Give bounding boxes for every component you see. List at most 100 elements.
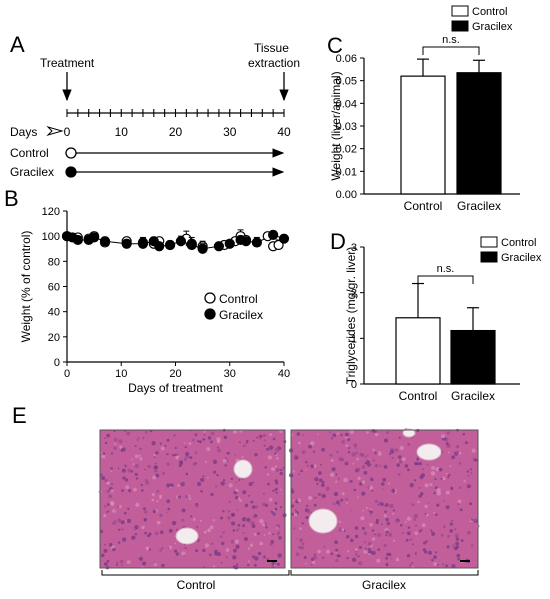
histology-control-cell [263,439,266,442]
histology-control-cell [165,453,168,456]
histology-gracilex-cell [401,531,405,535]
histology-gracilex-cell [361,465,366,469]
histology-control-cell [257,532,260,535]
histology-gracilex-cell [385,556,388,560]
histology-control-cell [120,564,124,567]
histology-gracilex-cell [308,495,313,500]
histology-gracilex-cell [447,534,450,538]
gracilex-point [175,236,187,247]
histology-gracilex-cell [356,467,361,472]
histology-control-cell [274,487,278,491]
histology-control-cell [275,447,280,452]
histology-control-cell [207,436,212,440]
histology-gracilex-cell [335,500,340,505]
histology-control-cell [274,452,277,455]
gracilex-point [278,233,290,244]
histology-gracilex-cell [458,451,462,455]
histology-control-cell [202,548,206,553]
days-pointer-icon [46,125,64,137]
histology-gracilex-frame [290,429,479,569]
x-axis-title: Days of treatment [128,381,223,395]
legend-label-control: Control [501,237,536,249]
histology-control-cell [230,512,236,517]
histology-gracilex-cell [440,477,443,480]
histology-control-cell [271,467,275,471]
histology-gracilex-cell [321,483,325,488]
histology-gracilex-cell [433,511,436,514]
histology-gracilex-cell [314,477,319,482]
histology-gracilex-cell [334,540,338,545]
histology-gracilex-cell [469,502,472,506]
histology-gracilex-cell [350,538,354,543]
histology-control-cell [230,539,235,544]
histology-control-cell [203,430,206,433]
histology-control-cell [203,530,207,534]
histology-control-cell [252,481,255,484]
histology-control-cell [239,441,241,444]
histology-control-cell [278,536,282,540]
histology-gracilex-cell [389,449,395,454]
histology-control-cell [126,518,132,524]
histology-gracilex-cell [451,520,454,522]
histology-gracilex-cell [294,509,297,511]
histology-control-cell [153,454,156,457]
histology-gracilex-cell [457,499,462,504]
histology-gracilex-cell [436,503,440,507]
histology-gracilex-cell [361,480,366,485]
histology-gracilex-cell [336,554,340,557]
histology-gracilex-cell [366,459,371,464]
histology-control-cell [153,465,157,470]
histology-control-cell [154,462,157,465]
histology-control-cell [174,453,177,457]
histology-gracilex-cell [442,476,446,481]
histology-control-cell [174,549,178,553]
histology-gracilex-cell [314,496,317,499]
histology-control-cell [134,472,138,476]
histology-control-cell [259,519,264,524]
histology-gracilex-cell [422,548,426,552]
histology-control-cell [156,520,161,525]
histology-control-cell [195,525,199,529]
histology-gracilex-cell [424,483,429,488]
histology-control-cell [144,468,146,471]
histology-control-cell [142,561,147,566]
histology-gracilex-cell [451,455,455,460]
histology-gracilex-cell [318,478,323,483]
histology-gracilex-cell [419,492,424,496]
histology-gracilex-cell [417,500,420,504]
histology-gracilex-cell [307,509,311,514]
histology-control-cell [224,464,227,467]
legend-swatch-gracilex [480,251,498,263]
histology-gracilex-cell [353,443,358,448]
histology-control-cell [183,457,188,461]
histology-gracilex-cell [411,503,415,507]
histology-gracilex-cell [330,552,334,556]
histology-control-cell [233,429,237,434]
histology-gracilex-cell [330,459,334,462]
legend-label-gracilex: Gracilex [219,308,263,322]
histology-control-cell [235,544,240,549]
days-label: Days [10,125,37,139]
histology-gracilex-cell [313,450,316,453]
histology-control-cell [272,533,275,536]
histology-gracilex-cell [347,451,351,454]
histology-gracilex-cell [365,506,368,509]
histology-gracilex-cell [378,452,382,456]
histology-gracilex-cell [416,457,419,461]
histology-gracilex-cell [316,482,319,485]
histology-control-cell [274,479,278,483]
histology-gracilex-cell [396,460,399,463]
histology-gracilex-cell [349,479,353,483]
histology-gracilex-cell [388,553,392,557]
histology-gracilex-cell [345,444,349,448]
histology-control-cell [141,525,145,530]
histology-gracilex-cell [361,491,366,496]
histology-gracilex-cell [406,531,411,536]
histology-control-cell [121,468,126,473]
histology-control-cell [251,524,256,528]
histology-control-cell [134,445,137,448]
histology-gracilex-cell [305,516,309,520]
histology-control-cell [248,482,253,486]
histology-gracilex-cell [318,493,321,496]
histology-control-cell [172,454,175,457]
